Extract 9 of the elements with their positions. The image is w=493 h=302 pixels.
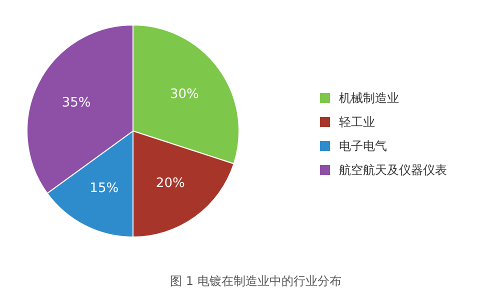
legend-label: 电子电气 — [339, 139, 387, 154]
legend-label: 航空航天及仪器仪表 — [339, 163, 447, 178]
data-label: 30% — [170, 87, 199, 102]
data-label: 20% — [156, 176, 185, 192]
legend-label: 轻工业 — [339, 115, 375, 130]
data-label: 15% — [90, 181, 119, 196]
legend-label: 机械制造业 — [339, 91, 399, 106]
text: 图 1 电镀在制造业中的行业分布 — [170, 274, 342, 288]
data-label: 35% — [62, 96, 91, 111]
